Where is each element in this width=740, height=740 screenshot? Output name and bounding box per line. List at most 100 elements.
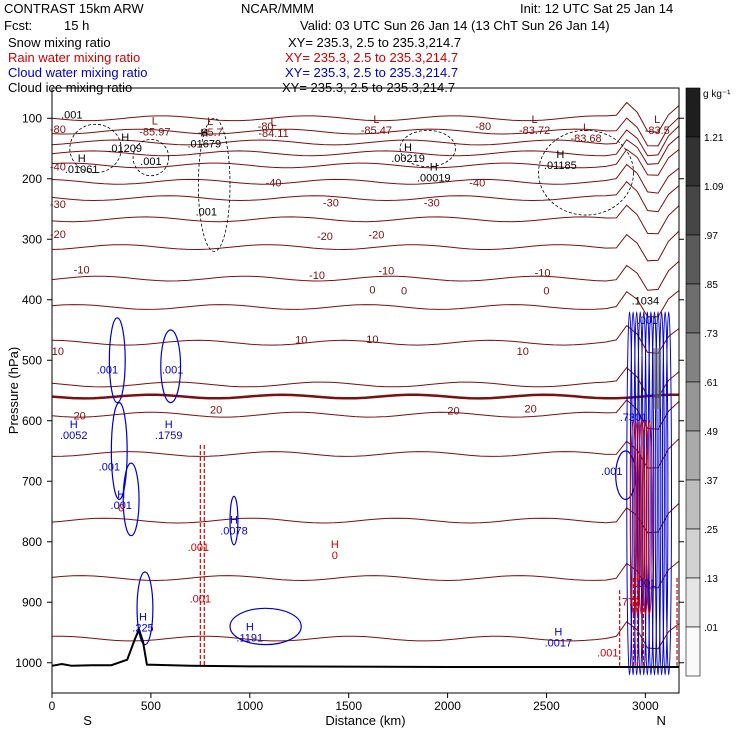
snow-ice-contour [538,129,634,216]
y-tick-label: 100 [22,111,42,125]
colorbar-level: .97 [704,231,718,242]
high-value: .01061 [65,164,99,176]
x-tick-label: 2000 [434,699,461,713]
cloud-water-contour [229,495,239,546]
isotherm-label: -80 [258,121,274,133]
isotherm-label: -30 [424,197,440,209]
high-value: .01185 [544,160,577,172]
isotherm-label: -30 [50,199,66,211]
high-value: .0017 [545,638,573,650]
contour-value-label: .001 [99,461,120,473]
isotherm-line [51,230,680,262]
contour-value-label: .1034 [632,296,660,308]
low-marker: L [532,114,538,126]
cloud-water-core [665,311,672,676]
x-tick-label: 500 [141,699,161,713]
y-tick-label: 1000 [15,656,42,670]
south-label: S [83,713,92,728]
cloud-water-contour [136,571,154,646]
y-tick-label: 200 [22,172,42,186]
colorbar-cell [685,332,701,383]
colorbar-level: 1.21 [704,133,724,144]
cloud-water-core [651,311,658,676]
cloud-water-core [626,311,633,676]
forecast-label: Fcst: [4,18,33,33]
y-tick-label: 500 [22,353,42,367]
isotherm-label: -20 [50,229,66,241]
high-marker: H [70,419,78,431]
cloud-water-contour [160,329,182,404]
snow-ice-contour [399,129,456,168]
colorbar-cell [685,626,701,677]
isotherm-line [51,399,680,430]
high-value: .00219 [391,153,425,165]
colorbar-cell [685,577,701,628]
isotherm-label: -80 [475,121,491,133]
high-value: .1191 [236,633,263,645]
contour-value-label: .001 [635,578,656,590]
contour-value-label: .001 [637,315,658,327]
high-value: .00019 [417,172,451,184]
high-marker: H [200,127,208,139]
x-tick-label: 1000 [236,699,263,713]
isotherm-line [51,125,680,157]
colorbar-cell [685,381,701,432]
isotherm-line [51,503,680,534]
high-marker: H [430,161,438,173]
y-tick-label: 700 [22,474,42,488]
field-name-snow: Snow mixing ratio [8,35,111,50]
isotherm-label: 10 [517,346,529,358]
isotherm-label: 20 [210,404,222,416]
cloud-water-core [654,311,662,676]
contour-value-label: .001 [140,156,161,168]
isotherm-label: 20 [74,410,86,422]
high-marker: H [246,622,254,634]
high-marker: 0 [118,503,124,515]
low-value: -83.72 [519,125,550,137]
cloud-water-contour [229,607,302,646]
isotherm-label: -20 [317,231,333,243]
colorbar-level: 1.09 [704,182,724,193]
colorbar-level: .25 [704,525,718,536]
high-marker: H [556,149,564,161]
snow-shading [653,348,662,409]
isotherm-label: 0 [543,286,549,298]
contour-value-label: .001 [162,365,183,377]
low-value: -83.68 [570,133,601,145]
rain-core-contour [637,420,646,615]
low-marker: L [207,116,213,128]
isotherm-line [51,163,680,194]
high-marker: H [554,627,562,639]
high-value: .01209 [108,143,142,155]
isotherm-label: 10 [366,334,378,346]
colorbar-level: .73 [704,329,718,340]
high-marker: H [78,153,86,165]
contour-value-label: .777 [619,596,640,608]
y-tick-label: 600 [22,414,42,428]
y-tick-label: 900 [22,595,42,609]
snow-ice-contour [197,117,231,252]
high-marker: .001 [190,593,211,605]
isotherm-line [51,135,680,165]
isotherm-label: -10 [74,265,90,277]
colorbar-level: .85 [704,280,718,291]
plot-area [52,88,679,693]
high-marker: .001 [597,648,618,660]
model-title: CONTRAST 15km ARW [4,1,144,16]
low-marker: L [583,122,589,134]
zero-isotherm-line [51,393,679,400]
isotherm-line [51,204,680,235]
isotherm-label: 0 [401,286,407,298]
isotherm-label: -40 [266,177,282,189]
y-tick-label: 300 [22,232,42,246]
colorbar-cell [685,528,701,579]
isotherm-line [51,324,680,354]
high-marker: H [139,611,147,623]
high-value: .1759 [155,430,183,442]
x-tick-label: 1500 [335,699,362,713]
x-tick-label: 0 [49,699,56,713]
low-value: -85.47 [361,125,392,137]
valid-time: Valid: 03 UTC Sun 26 Jan 14 (13 ChT Sun … [300,18,610,33]
field-xy-rain: XY= 235.3, 2.5 to 235.3,214.7 [285,50,459,65]
isotherm-line [51,180,680,213]
